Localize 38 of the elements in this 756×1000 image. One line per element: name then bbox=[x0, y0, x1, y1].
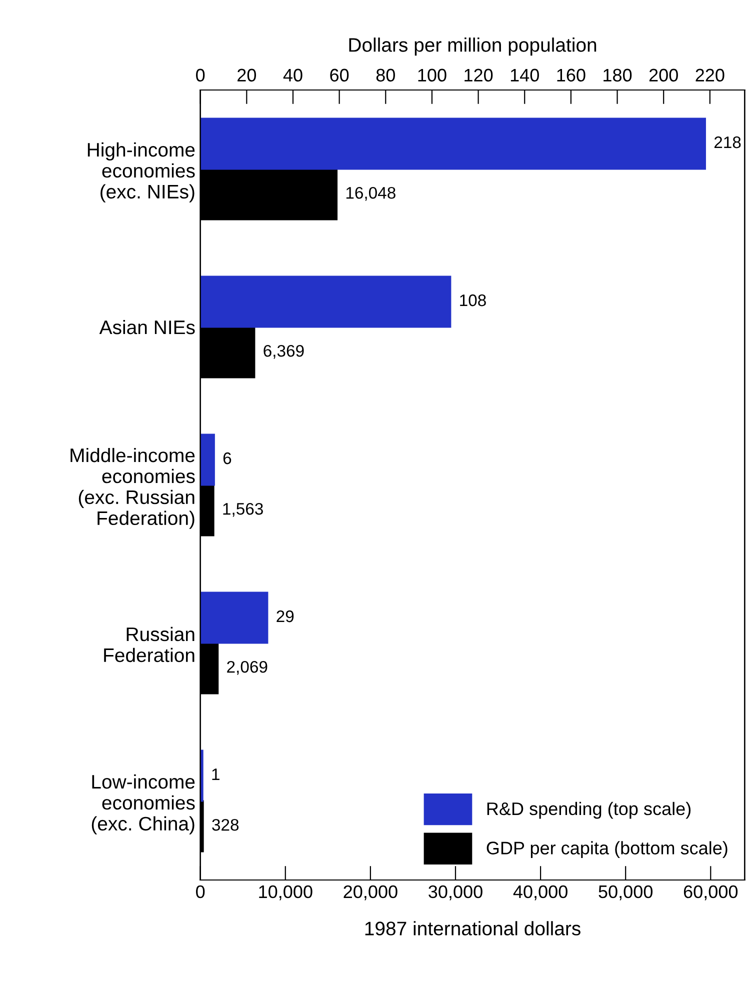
x2-tick-label: 220 bbox=[696, 68, 724, 82]
data-label: 29 bbox=[276, 610, 294, 622]
x2-tick-label: 140 bbox=[510, 68, 539, 82]
x2-tick-label: 100 bbox=[418, 68, 446, 82]
y-tick-label: Middle-income economies (exc. Russian Federation) bbox=[70, 448, 195, 529]
x2-tick-label: 200 bbox=[649, 68, 678, 82]
x-tick-label: 10,000 bbox=[259, 885, 312, 900]
y-tick-label: High-income economies (exc. NIEs) bbox=[88, 142, 195, 202]
data-label: 1 bbox=[212, 768, 220, 780]
legend-label: GDP per capita (bottom scale) bbox=[486, 841, 728, 858]
x-tick-label: 30,000 bbox=[428, 885, 482, 900]
x2-tick-label: 80 bbox=[376, 68, 395, 82]
x2-tick-label: 0 bbox=[196, 68, 205, 82]
data-label: 6 bbox=[223, 452, 232, 464]
data-label: 16,048 bbox=[346, 186, 396, 201]
x-axis-title: 1987 international dollars bbox=[365, 921, 580, 936]
x2-tick-label: 120 bbox=[464, 68, 493, 82]
x-tick-label: 40,000 bbox=[513, 885, 568, 900]
x-tick-label: 60,000 bbox=[684, 885, 738, 900]
x-tick-label: 0 bbox=[196, 885, 205, 898]
legend-label: R&D spending (top scale) bbox=[487, 802, 691, 819]
x2-tick-label: 20 bbox=[238, 68, 256, 82]
x-tick-label: 20,000 bbox=[344, 885, 398, 900]
x2-tick-label: 180 bbox=[604, 68, 632, 82]
data-label: 328 bbox=[212, 818, 239, 831]
x2-tick-label: 40 bbox=[283, 68, 302, 82]
data-label: 218 bbox=[714, 136, 741, 148]
data-label: 2,069 bbox=[227, 660, 268, 675]
y-tick-label: Russian Federation bbox=[104, 626, 194, 662]
x2-axis-title: Dollars per million population bbox=[349, 38, 596, 56]
y-tick-label: Low-income economies (exc. China) bbox=[92, 774, 195, 834]
y-tick-label: Asian NIEs bbox=[99, 320, 195, 334]
x-tick-label: 50,000 bbox=[598, 885, 652, 900]
x2-tick-label: 60 bbox=[330, 68, 349, 82]
data-label: 6,369 bbox=[264, 344, 304, 359]
x2-tick-label: 160 bbox=[557, 68, 586, 82]
data-label: 1,563 bbox=[223, 502, 263, 517]
data-label: 108 bbox=[460, 294, 486, 306]
